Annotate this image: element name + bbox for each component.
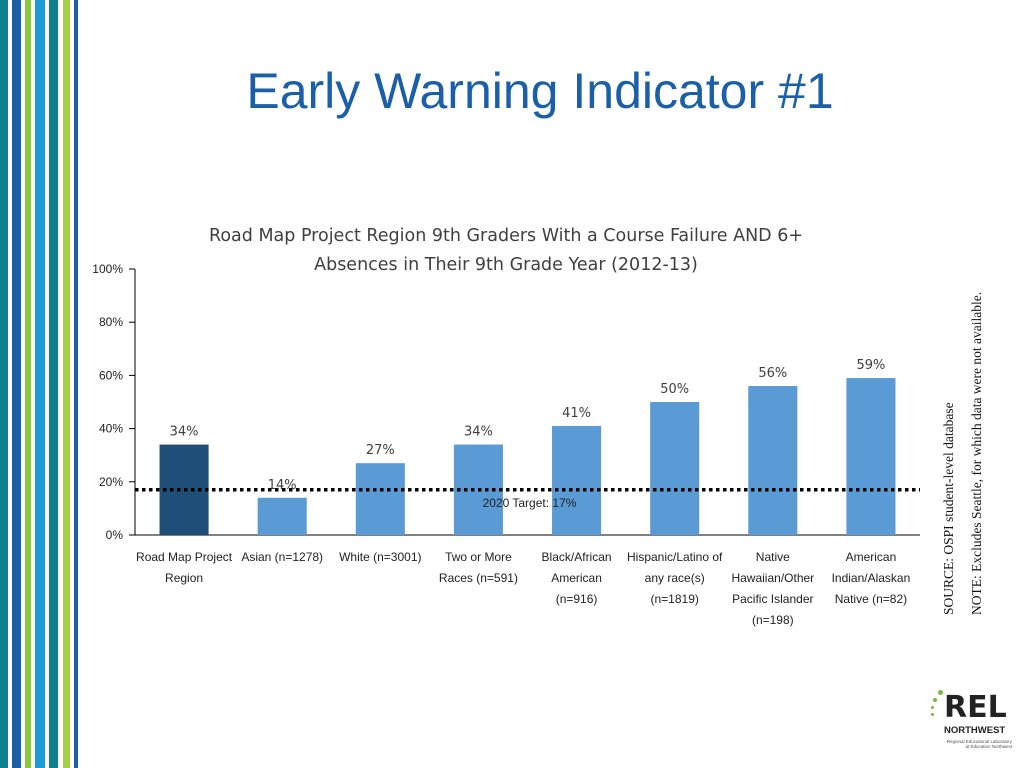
decorative-stripe [74,0,78,768]
bar [257,497,307,535]
y-tick-label: 80% [99,315,123,329]
category-label: American [551,571,602,585]
decorative-stripe [0,0,8,768]
decorative-stripe [25,0,31,768]
category-label: Black/African [542,550,612,564]
category-label: (n=1819) [651,592,699,606]
y-tick-label: 100% [92,262,123,276]
data-label: 56% [758,366,787,381]
chart-title-line-2: Absences in Their 9th Grade Year (2012-1… [314,255,698,275]
decorative-stripe [35,0,45,768]
rel-northwest-logo: REL NORTHWEST Regional Educational Labor… [928,688,1012,760]
y-tick-label: 40% [99,422,123,436]
category-label: American [846,550,897,564]
bar [748,386,798,535]
category-label: Two or More [445,550,512,564]
category-label: Hawaiian/Other [731,571,814,585]
category-label: Native [756,550,790,564]
category-label: White (n=3001) [339,550,421,564]
logo-wordmark: REL [944,690,1007,725]
source-note: SOURCE: OSPI student-level database [941,402,956,615]
bar [355,463,405,535]
logo-tagline-line: at Education Northwest [965,744,1012,749]
data-label: 59% [856,358,885,373]
data-label: 34% [464,425,493,440]
logo-subtitle: NORTHWEST [944,725,1006,736]
category-label: Pacific Islander [732,592,813,606]
decorative-stripe [12,0,21,768]
category-label: Asian (n=1278) [241,550,323,564]
source-notes: SOURCE: OSPI student-level database NOTE… [935,170,997,620]
target-label: 2020 Target: 17% [483,496,577,510]
category-label: (n=916) [556,592,598,606]
bar [650,402,700,535]
slide-title: Early Warning Indicator #1 [246,63,834,119]
decorative-stripe [63,0,70,768]
logo-tagline: Regional Educational Laboratory at Educa… [940,739,1012,749]
category-label: Road Map Project [136,550,233,564]
exclusion-note: NOTE: Excludes Seattle, for which data w… [969,291,984,615]
logo-dot [933,698,937,702]
logo-dot [938,690,943,695]
chart-title-line-1: Road Map Project Region 9th Graders With… [209,226,803,246]
y-tick-label: 20% [99,475,123,489]
category-label: any race(s) [645,571,705,585]
logo-dot [931,713,934,716]
logo-dot [931,706,934,709]
bar [552,425,602,535]
bar [846,378,896,535]
category-label: Region [165,571,203,585]
category-label: Indian/Alaskan [832,571,911,585]
y-tick-label: 60% [99,368,123,382]
y-tick-label: 0% [106,528,124,542]
decorative-stripe [49,0,58,768]
category-label: Races (n=591) [439,571,518,585]
data-label: 41% [562,406,591,421]
category-label: (n=198) [752,613,794,627]
logo-tagline-line: Regional Educational Laboratory [946,739,1012,744]
data-label: 50% [660,382,689,397]
plot-area: 0% 20% 40% 60% 80% 100% 34% Road Map Project Reg… [92,262,920,627]
bar-chart: Road Map Project Region 9th Graders With… [92,226,920,627]
category-label: Native (n=82) [835,592,907,606]
data-label: 27% [366,443,395,458]
category-label: Hispanic/Latino of [627,550,723,564]
data-label: 34% [170,425,199,440]
